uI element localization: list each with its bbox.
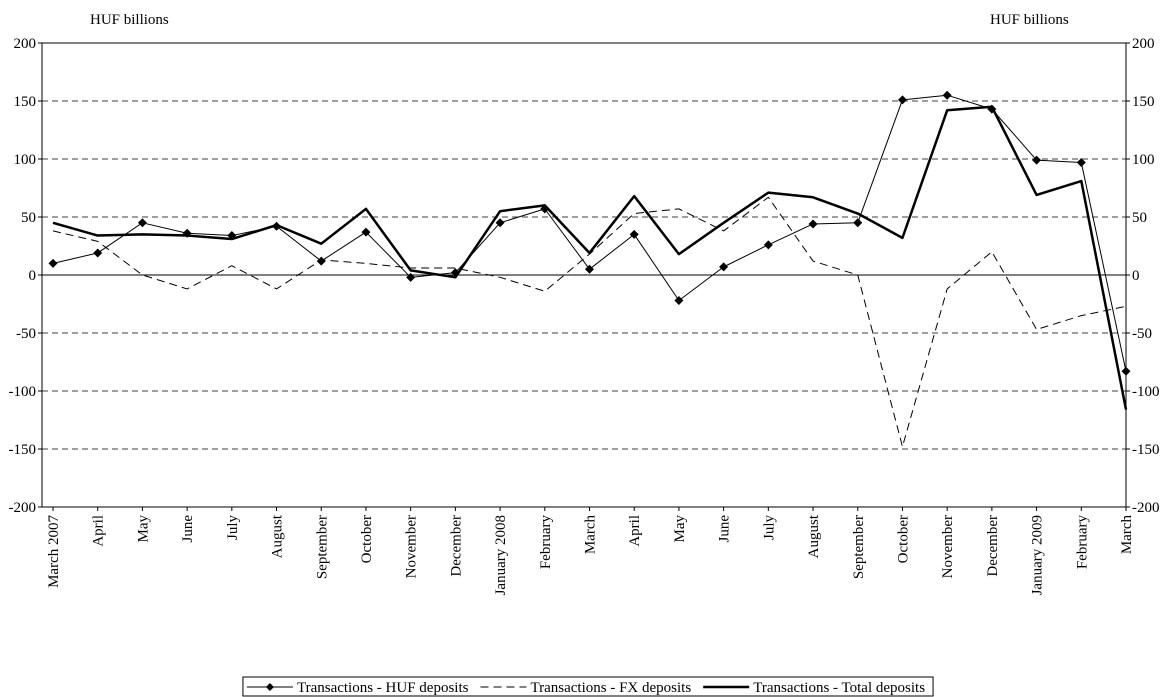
x-tick-label: December <box>448 515 464 577</box>
y-tick-label: 150 <box>14 94 37 110</box>
y2-tick-label: 0 <box>1132 268 1140 284</box>
legend-box <box>242 676 934 697</box>
y-tick-label: 100 <box>14 152 37 168</box>
x-tick-label: February <box>1074 515 1090 570</box>
series-line <box>52 105 1128 410</box>
x-tick-label: June <box>717 515 733 543</box>
point-marker <box>316 256 326 266</box>
y2-tick-label: 150 <box>1132 94 1155 110</box>
point-marker <box>1032 155 1042 165</box>
x-tick-label: March 2007 <box>46 515 62 588</box>
point-marker <box>763 240 773 250</box>
x-tick-label: November <box>404 515 420 578</box>
x-tick-label: April <box>91 515 107 547</box>
series-line <box>52 94 1127 372</box>
x-tick-label: November <box>940 515 956 578</box>
x-tick-label: June <box>180 515 196 543</box>
point-marker <box>48 258 58 268</box>
x-tick-label: August <box>806 514 822 558</box>
point-marker <box>629 229 639 239</box>
legend-item: Transactions - Total deposits <box>703 680 925 696</box>
y-tick-label: 50 <box>21 210 36 226</box>
y2-tick-label: 200 <box>1132 36 1155 52</box>
point-marker <box>585 264 594 274</box>
legend: Transactions - HUF deposits Transactions … <box>242 676 934 697</box>
legend-item: Transactions - HUF deposits <box>246 680 469 696</box>
y2-tick-label: 50 <box>1132 210 1147 226</box>
x-tick-label: March <box>583 515 599 555</box>
point-marker <box>942 90 952 100</box>
y-tick-label: 200 <box>14 36 37 52</box>
x-tick-label: May <box>135 515 151 543</box>
point-marker <box>137 218 147 228</box>
y-axis-label: HUF billions <box>90 12 169 28</box>
x-tick-label: December <box>985 515 1001 577</box>
point-marker <box>808 219 818 229</box>
y2-tick-label: -50 <box>1132 326 1152 342</box>
x-tick-label: January 2008 <box>493 515 509 595</box>
point-marker <box>93 248 103 258</box>
y2-tick-label: -100 <box>1132 384 1160 400</box>
y2-tick-label: -150 <box>1132 442 1160 458</box>
x-tick-label: October <box>895 515 911 563</box>
x-tick-label: July <box>761 515 777 541</box>
point-marker <box>361 227 371 237</box>
x-tick-label: September <box>851 515 867 579</box>
point-marker <box>674 296 684 306</box>
point-marker <box>719 262 729 272</box>
legend-marker <box>265 683 274 691</box>
x-tick-label: July <box>225 515 241 541</box>
legend-item: Transactions - FX deposits <box>480 680 691 696</box>
legend-label: Transactions - HUF deposits <box>297 680 469 696</box>
y-tick-label: -200 <box>9 500 37 516</box>
point-marker <box>853 218 863 228</box>
y-tick-label: -100 <box>9 384 37 400</box>
point-marker <box>1076 157 1086 167</box>
x-tick-label: April <box>627 515 643 547</box>
x-tick-label: September <box>314 515 330 579</box>
x-tick-label: August <box>270 514 286 558</box>
y2-axis-label: HUF billions <box>990 12 1069 28</box>
legend-label: Transactions - Total deposits <box>753 680 925 696</box>
point-marker <box>406 272 416 282</box>
x-tick-label: March <box>1119 515 1135 555</box>
x-tick-label: February <box>538 515 554 570</box>
y-tick-label: 0 <box>29 268 37 284</box>
x-tick-label: May <box>672 515 688 543</box>
point-marker <box>495 218 505 228</box>
point-marker <box>897 95 907 105</box>
y-tick-label: -50 <box>16 326 36 342</box>
x-tick-label: January 2009 <box>1030 515 1046 595</box>
x-tick-label: October <box>359 515 375 563</box>
point-marker <box>1121 366 1131 376</box>
y2-tick-label: 100 <box>1132 152 1155 168</box>
y2-tick-label: -200 <box>1132 500 1160 516</box>
legend-label: Transactions - FX deposits <box>530 680 691 696</box>
y-tick-label: -150 <box>9 442 37 458</box>
